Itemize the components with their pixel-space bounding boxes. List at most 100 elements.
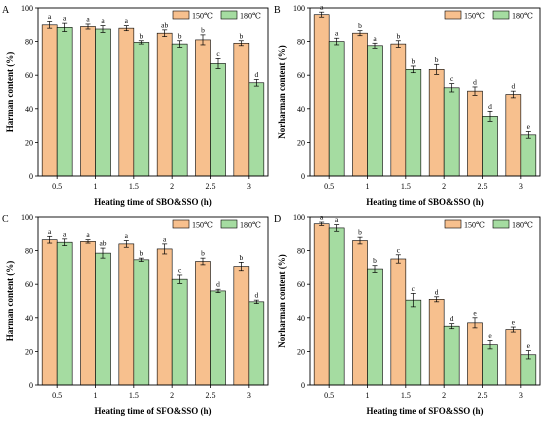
bar [156, 248, 173, 386]
y-tick-label: 100 [21, 4, 33, 13]
bar [80, 241, 96, 386]
significance-label: b [178, 31, 182, 40]
legend: 150℃ 180℃ [172, 219, 261, 230]
x-tick-label: 1.5 [129, 182, 139, 191]
x-axis-title: Heating time of SFO&SSO (h) [367, 406, 484, 416]
bar [352, 32, 368, 177]
legend-swatch [172, 219, 190, 229]
legend-label: 150℃ [464, 12, 485, 21]
significance-label: a [125, 231, 129, 240]
significance-label: a [48, 227, 52, 236]
bar [313, 14, 330, 177]
significance-label: a [320, 3, 324, 12]
y-axis-title: Harman content (%) [5, 261, 15, 342]
significance-label: a [163, 234, 167, 243]
x-tick-label: 2.5 [206, 391, 216, 400]
significance-label: a [86, 230, 90, 239]
legend-swatch [220, 219, 238, 229]
significance-label: a [335, 215, 339, 224]
significance-label: d [488, 102, 492, 111]
significance-label: b [201, 25, 205, 34]
bar [233, 266, 250, 386]
significance-label: c [178, 265, 182, 274]
panel-letter: D [274, 214, 281, 225]
bar [156, 32, 173, 177]
y-tick-label: 40 [25, 314, 33, 323]
legend-label: 150℃ [464, 221, 485, 230]
y-tick-label: 20 [297, 347, 305, 356]
significance-label: d [511, 82, 515, 91]
y-tick-label: 0 [29, 172, 33, 181]
x-tick-label: 2.5 [478, 391, 488, 400]
legend: 150℃ 180℃ [444, 219, 533, 230]
significance-label: b [139, 249, 143, 258]
x-tick-label: 1.5 [401, 182, 411, 191]
x-tick-label: 0.5 [52, 391, 62, 400]
panel-letter: B [274, 5, 281, 16]
y-tick-label: 100 [293, 4, 305, 13]
legend-label: 150℃ [192, 12, 213, 21]
bar [328, 41, 345, 177]
significance-label: a [101, 16, 105, 25]
bar [248, 82, 265, 177]
y-tick-label: 20 [25, 347, 33, 356]
significance-label: d [435, 287, 439, 296]
bar [41, 239, 58, 386]
legend-label: 180℃ [512, 221, 533, 230]
bar [195, 261, 211, 386]
bar [133, 42, 150, 177]
x-tick-label: 0.5 [324, 182, 334, 191]
bar [95, 252, 111, 386]
bar [505, 94, 522, 177]
significance-label: a [335, 29, 339, 38]
y-tick-label: 40 [25, 105, 33, 114]
bar [118, 27, 135, 177]
significance-label: b [396, 31, 400, 40]
legend-swatch [444, 10, 462, 20]
x-tick-label: 1 [366, 391, 370, 400]
legend-label: 180℃ [240, 12, 261, 21]
bar [482, 116, 498, 177]
bar [505, 329, 522, 386]
significance-label: e [473, 308, 477, 317]
y-tick-label: 80 [297, 38, 305, 47]
x-tick-label: 3 [247, 391, 251, 400]
plot-frame [37, 7, 269, 177]
legend-label: 180℃ [512, 12, 533, 21]
significance-label: b [358, 228, 362, 237]
y-tick-label: 60 [297, 280, 305, 289]
bar [390, 258, 407, 386]
y-tick-label: 40 [297, 105, 305, 114]
x-tick-label: 3 [519, 182, 523, 191]
bar [56, 27, 73, 177]
significance-label: ab [99, 239, 106, 248]
significance-label: e [527, 341, 531, 350]
y-tick-label: 20 [297, 138, 305, 147]
significance-label: b [358, 21, 362, 30]
significance-label: b [411, 56, 415, 65]
plot-frame [309, 216, 541, 386]
y-axis-title: Norharman content (%) [277, 254, 287, 348]
y-tick-label: 80 [297, 247, 305, 256]
bar [482, 344, 498, 386]
bar [428, 299, 445, 386]
x-tick-label: 2 [442, 391, 446, 400]
bar [328, 227, 345, 386]
significance-label: b [239, 31, 243, 40]
x-tick-label: 0.5 [324, 391, 334, 400]
x-tick-label: 3 [519, 391, 523, 400]
y-axis-title: Harman content (%) [5, 52, 15, 133]
bar [133, 259, 150, 386]
y-tick-label: 60 [25, 71, 33, 80]
y-tick-label: 100 [21, 213, 33, 222]
significance-label: c [397, 245, 401, 254]
legend-swatch [492, 10, 510, 20]
significance-label: b [373, 256, 377, 265]
x-tick-label: 2 [170, 391, 174, 400]
y-tick-label: 0 [301, 172, 305, 181]
significance-label: a [373, 34, 377, 43]
y-tick-label: 80 [25, 247, 33, 256]
legend-label: 180℃ [240, 221, 261, 230]
